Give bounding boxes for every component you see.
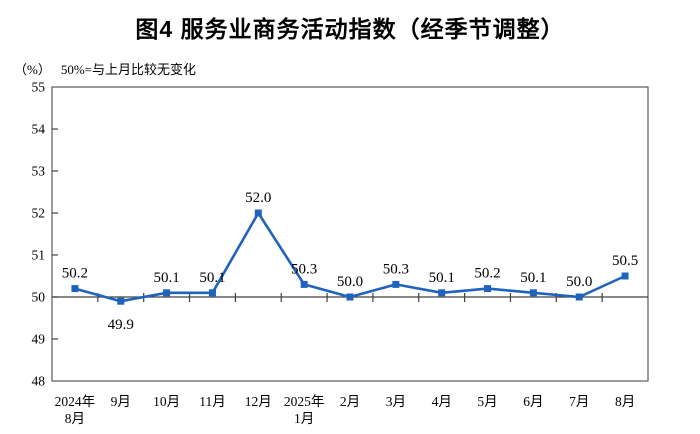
data-label: 50.1: [429, 270, 455, 286]
x-axis-label: 2025年: [284, 394, 325, 409]
data-point: [484, 285, 492, 293]
chart-title: 图4 服务业商务活动指数（经季节调整）: [135, 16, 565, 42]
data-label: 50.5: [612, 253, 638, 269]
axis-note: （%） 50%=与上月比较无变化: [14, 59, 196, 78]
data-label: 50.0: [337, 274, 363, 290]
x-axis-label: 10月: [153, 394, 180, 409]
x-axis-label: 2月: [340, 394, 360, 409]
y-tick-label: 48: [32, 374, 46, 389]
x-axis-label: 2024年: [55, 394, 96, 409]
data-label: 50.1: [520, 270, 546, 286]
data-point: [346, 293, 354, 301]
axis-note-text: 50%=与上月比较无变化: [60, 62, 197, 77]
x-axis-label: 1月: [294, 411, 314, 426]
data-point: [300, 280, 308, 288]
data-label: 50.3: [291, 261, 317, 277]
y-tick-label: 55: [32, 80, 46, 95]
data-point: [438, 289, 446, 297]
data-label: 50.2: [474, 266, 500, 282]
data-label: 50.1: [153, 270, 179, 286]
y-tick-label: 52: [32, 206, 46, 221]
data-point: [529, 289, 537, 297]
y-tick-label: 49: [32, 332, 46, 347]
data-label: 50.2: [62, 266, 88, 282]
y-tick-label: 54: [32, 122, 46, 137]
data-point: [392, 280, 400, 288]
data-point: [117, 297, 125, 305]
data-label: 52.0: [245, 190, 271, 206]
data-point: [575, 293, 583, 301]
x-axis-label: 3月: [386, 394, 406, 409]
y-tick-label: 50: [32, 290, 46, 305]
data-point: [163, 289, 171, 297]
x-axis-label: 5月: [477, 394, 497, 409]
x-axis-label: 11月: [199, 394, 226, 409]
x-axis-label: 9月: [111, 394, 131, 409]
x-axis-label: 8月: [65, 411, 85, 426]
y-tick-label: 53: [32, 164, 46, 179]
x-axis-label: 7月: [569, 394, 589, 409]
x-axis-label: 4月: [432, 394, 452, 409]
data-point: [621, 272, 629, 280]
data-label: 50.3: [383, 261, 409, 277]
data-label: 50.1: [199, 270, 225, 286]
y-tick-label: 51: [32, 248, 46, 263]
data-point: [71, 285, 79, 293]
plot-border: [51, 86, 649, 382]
x-axis-label: 12月: [245, 394, 272, 409]
data-point: [254, 209, 262, 217]
data-label: 50.0: [566, 274, 592, 290]
data-point: [208, 289, 216, 297]
data-label: 49.9: [108, 317, 134, 333]
unit-label: （%）: [14, 62, 51, 77]
x-axis-label: 6月: [523, 394, 543, 409]
x-axis-label: 8月: [615, 394, 635, 409]
